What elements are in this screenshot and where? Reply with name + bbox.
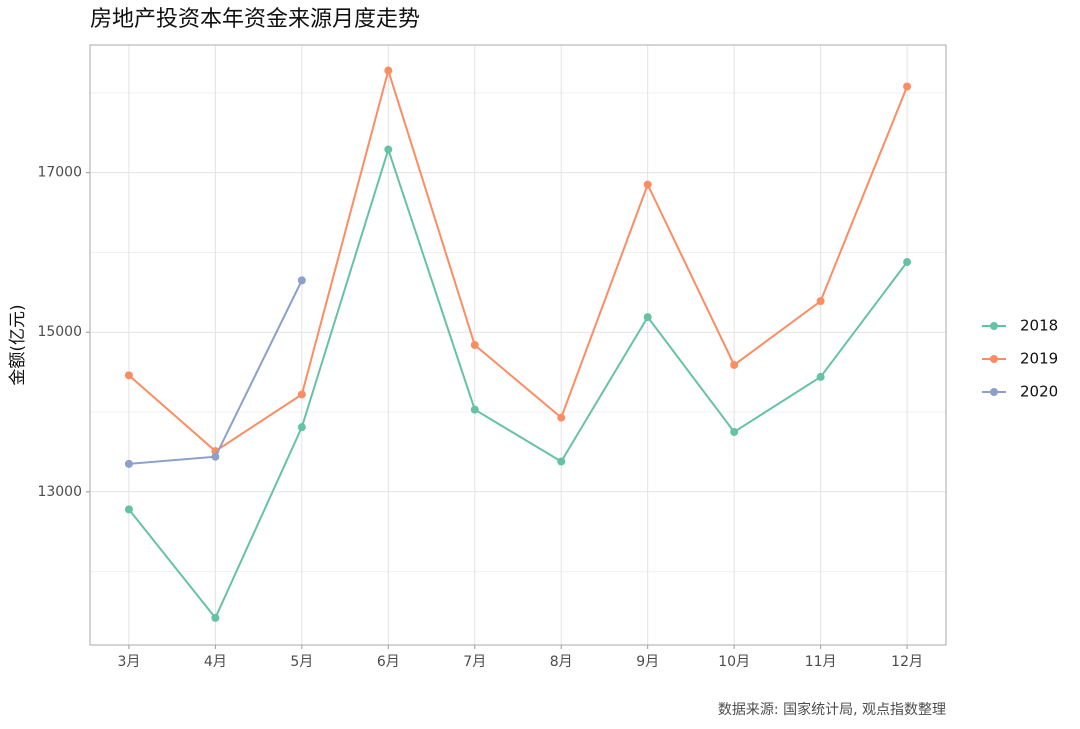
point — [730, 360, 739, 369]
point — [470, 341, 479, 349]
legend-swatch — [990, 355, 998, 363]
point — [297, 423, 306, 432]
point — [730, 427, 739, 436]
caption: 数据来源: 国家统计局, 观点指数整理 — [718, 701, 946, 718]
x-tick-label: 3月 — [117, 654, 140, 670]
point — [557, 457, 566, 466]
series-line — [128, 66, 909, 453]
plot-border — [89, 44, 947, 646]
point — [384, 145, 393, 154]
y-axis-label: 金额(亿元) — [8, 304, 28, 385]
y-tick-label: 17000 — [37, 165, 82, 181]
point — [557, 413, 566, 422]
x-tick-label: 4月 — [204, 654, 227, 670]
point — [643, 180, 652, 189]
x-tick-label: 7月 — [463, 654, 486, 670]
point — [816, 297, 825, 306]
point — [903, 82, 912, 91]
y-tick-label: 13000 — [37, 484, 82, 500]
chart-title: 房地产投资本年资金来源月度走势 — [90, 7, 420, 32]
x-tick-label: 6月 — [377, 654, 400, 670]
y-tick-label: 15000 — [37, 324, 82, 340]
legend-label: 2018 — [1020, 317, 1058, 335]
point — [124, 459, 133, 468]
x-tick-label: 5月 — [290, 654, 313, 670]
legend-swatch — [990, 322, 998, 330]
legend-label: 2020 — [1020, 383, 1058, 401]
x-tick-label: 9月 — [636, 654, 659, 670]
point — [384, 66, 393, 75]
x-tick-label: 8月 — [550, 654, 573, 670]
point — [211, 613, 220, 622]
point — [643, 313, 652, 322]
point — [470, 405, 479, 414]
point — [816, 372, 825, 381]
x-tick-label: 12月 — [891, 654, 923, 670]
point — [903, 258, 912, 267]
point — [124, 371, 133, 380]
point — [124, 505, 133, 514]
legend-label: 2019 — [1020, 350, 1058, 368]
x-tick-label: 10月 — [718, 654, 750, 670]
point — [297, 390, 306, 399]
series-line — [128, 146, 908, 620]
point — [211, 452, 220, 461]
legend-swatch — [990, 388, 998, 396]
x-tick-label: 11月 — [805, 654, 837, 670]
point — [297, 276, 306, 285]
